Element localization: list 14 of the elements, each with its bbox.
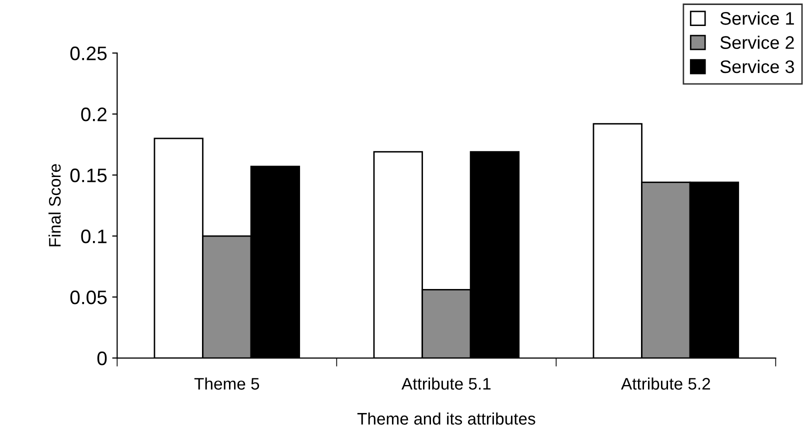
x-tick-label: Attribute 5.1 — [402, 377, 491, 390]
legend-label: Service 2 — [720, 36, 794, 49]
x-axis-title: Theme and its attributes — [357, 412, 536, 425]
y-tick-label: 0.2 — [81, 108, 106, 122]
x-tick-label: Theme 5 — [194, 377, 260, 390]
legend-label: Service 1 — [720, 12, 794, 25]
x-tick-label: Attribute 5.2 — [621, 377, 710, 390]
y-tick-label: 0.25 — [70, 46, 107, 60]
y-tick-label: 0.1 — [81, 229, 106, 244]
legend-label: Service 3 — [720, 60, 794, 74]
y-axis-title: Final Score — [48, 164, 61, 246]
y-tick-label: 0.05 — [70, 290, 107, 304]
y-tick-label: 0.15 — [70, 168, 107, 182]
y-tick-label: 0 — [97, 351, 107, 366]
